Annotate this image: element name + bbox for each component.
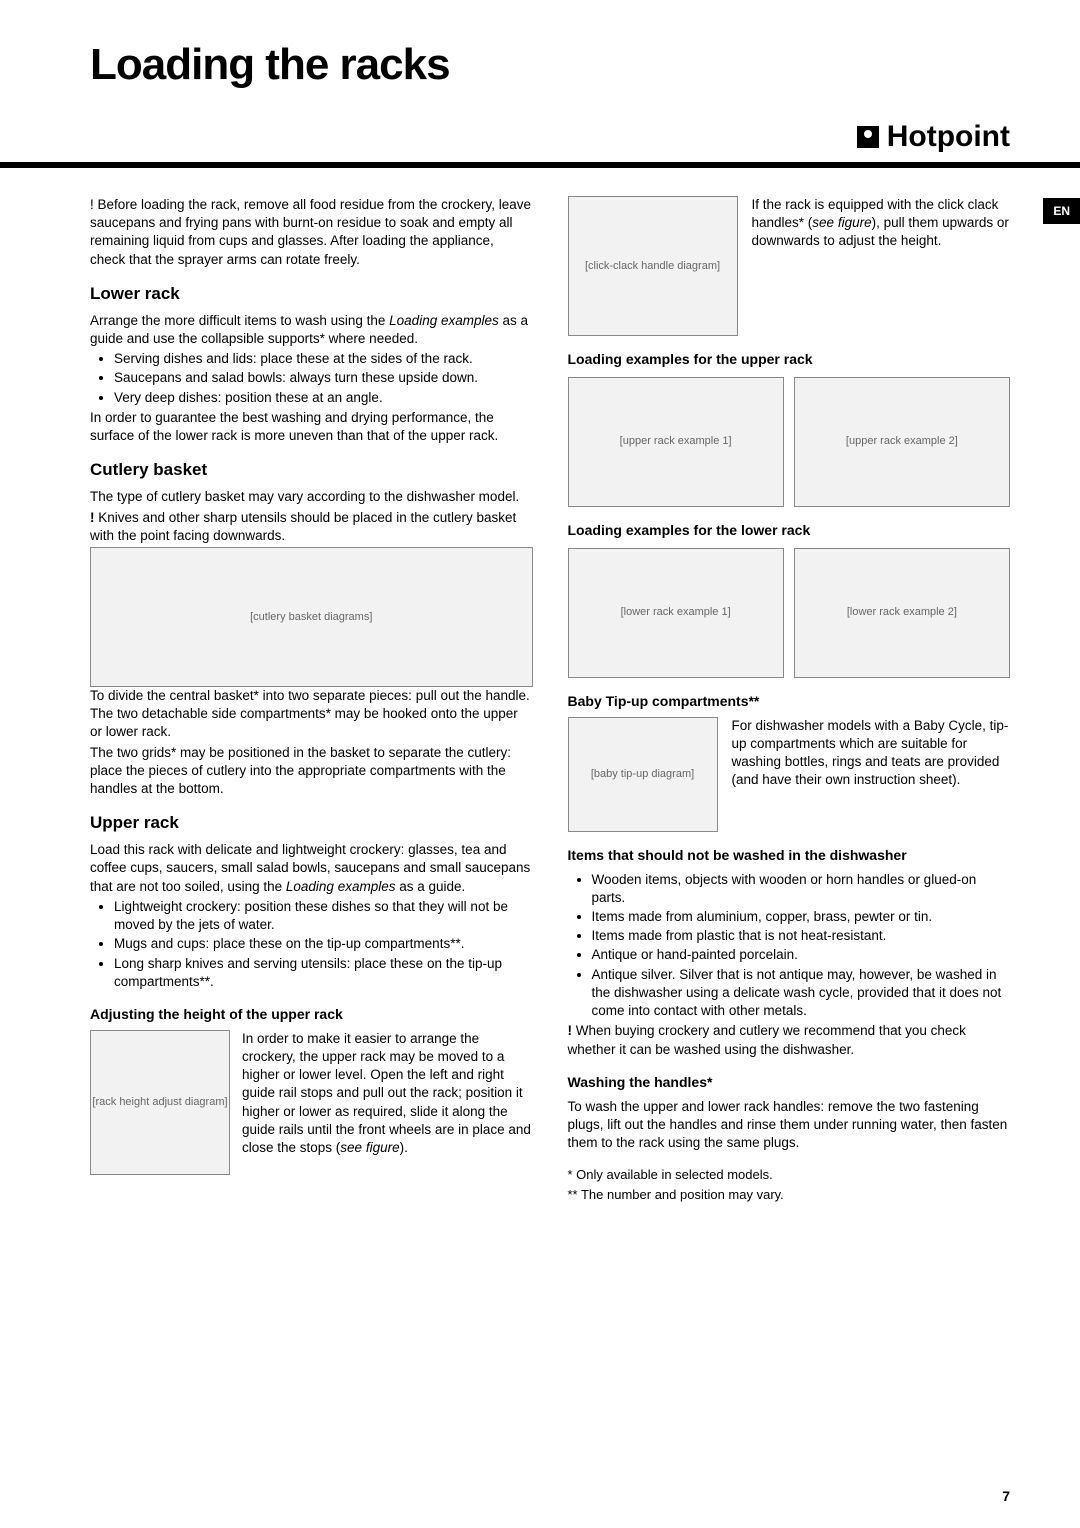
baby-text: For dishwasher models with a Baby Cycle,… xyxy=(732,717,1011,830)
page-title: Loading the racks xyxy=(90,40,1010,90)
adjust-text: In order to make it easier to arrange th… xyxy=(242,1030,533,1173)
baby-tipup-figure: [baby tip-up diagram] xyxy=(568,717,718,832)
lower-rack-list: Serving dishes and lids: place these at … xyxy=(90,350,533,407)
upper-rack-intro: Load this rack with delicate and lightwe… xyxy=(90,841,533,896)
list-item: Long sharp knives and serving utensils: … xyxy=(114,955,533,991)
cutlery-p1: The type of cutlery basket may vary acco… xyxy=(90,488,533,506)
handles-text: To wash the upper and lower rack handles… xyxy=(568,1098,1011,1153)
upper-rack-heading: Upper rack xyxy=(90,812,533,835)
lower-rack-intro: Arrange the more difficult items to wash… xyxy=(90,312,533,348)
cutlery-heading: Cutlery basket xyxy=(90,459,533,482)
cutlery-basket-figure: [cutlery basket diagrams] xyxy=(90,547,533,687)
upper-example-figure-1: [upper rack example 1] xyxy=(568,377,784,507)
list-item: Mugs and cups: place these on the tip-up… xyxy=(114,935,533,953)
list-item: Antique silver. Silver that is not antiq… xyxy=(592,966,1011,1021)
footnote-2: ** The number and position may vary. xyxy=(568,1186,1011,1204)
baby-heading: Baby Tip-up compartments** xyxy=(568,692,1011,711)
lower-example-figure-2: [lower rack example 2] xyxy=(794,548,1010,678)
list-item: Items made from plastic that is not heat… xyxy=(592,927,1011,945)
list-item: Lightweight crockery: position these dis… xyxy=(114,898,533,934)
cutlery-warning: ! Knives and other sharp utensils should… xyxy=(90,509,533,545)
brand-icon xyxy=(857,126,879,148)
list-item: Antique or hand-painted porcelain. xyxy=(592,946,1011,964)
lower-rack-outro: In order to guarantee the best washing a… xyxy=(90,409,533,445)
notwash-heading: Items that should not be washed in the d… xyxy=(568,846,1011,865)
brand-bar: Hotpoint xyxy=(90,120,1010,154)
notwash-list: Wooden items, objects with wooden or hor… xyxy=(568,871,1011,1021)
language-badge: EN xyxy=(1043,198,1080,224)
cutlery-p3: The two grids* may be positioned in the … xyxy=(90,744,533,799)
examples-upper-heading: Loading examples for the upper rack xyxy=(568,350,1011,369)
click-clack-figure: [click-clack handle diagram] xyxy=(568,196,738,336)
click-clack-text: If the rack is equipped with the click c… xyxy=(752,196,1011,334)
adjust-heading: Adjusting the height of the upper rack xyxy=(90,1005,533,1024)
brand-name: Hotpoint xyxy=(887,120,1010,154)
list-item: Items made from aluminium, copper, brass… xyxy=(592,908,1011,926)
upper-rack-list: Lightweight crockery: position these dis… xyxy=(90,898,533,991)
list-item: Wooden items, objects with wooden or hor… xyxy=(592,871,1011,907)
list-item: Serving dishes and lids: place these at … xyxy=(114,350,533,368)
examples-lower-heading: Loading examples for the lower rack xyxy=(568,521,1011,540)
handles-heading: Washing the handles* xyxy=(568,1073,1011,1092)
footnote-1: * Only available in selected models. xyxy=(568,1166,1011,1184)
left-column: ! Before loading the rack, remove all fo… xyxy=(90,196,533,1205)
intro-paragraph: ! Before loading the rack, remove all fo… xyxy=(90,196,533,269)
lower-rack-heading: Lower rack xyxy=(90,283,533,306)
upper-example-figure-2: [upper rack example 2] xyxy=(794,377,1010,507)
right-column: [click-clack handle diagram] If the rack… xyxy=(568,196,1011,1205)
page-number: 7 xyxy=(1002,1488,1010,1504)
list-item: Very deep dishes: position these at an a… xyxy=(114,389,533,407)
cutlery-p2: To divide the central basket* into two s… xyxy=(90,687,533,742)
lower-example-figure-1: [lower rack example 1] xyxy=(568,548,784,678)
adjust-height-figure: [rack height adjust diagram] xyxy=(90,1030,230,1175)
notwash-warning: ! When buying crockery and cutlery we re… xyxy=(568,1022,1011,1058)
brand-logo: Hotpoint xyxy=(857,120,1010,154)
list-item: Saucepans and salad bowls: always turn t… xyxy=(114,369,533,387)
divider xyxy=(0,162,1080,168)
